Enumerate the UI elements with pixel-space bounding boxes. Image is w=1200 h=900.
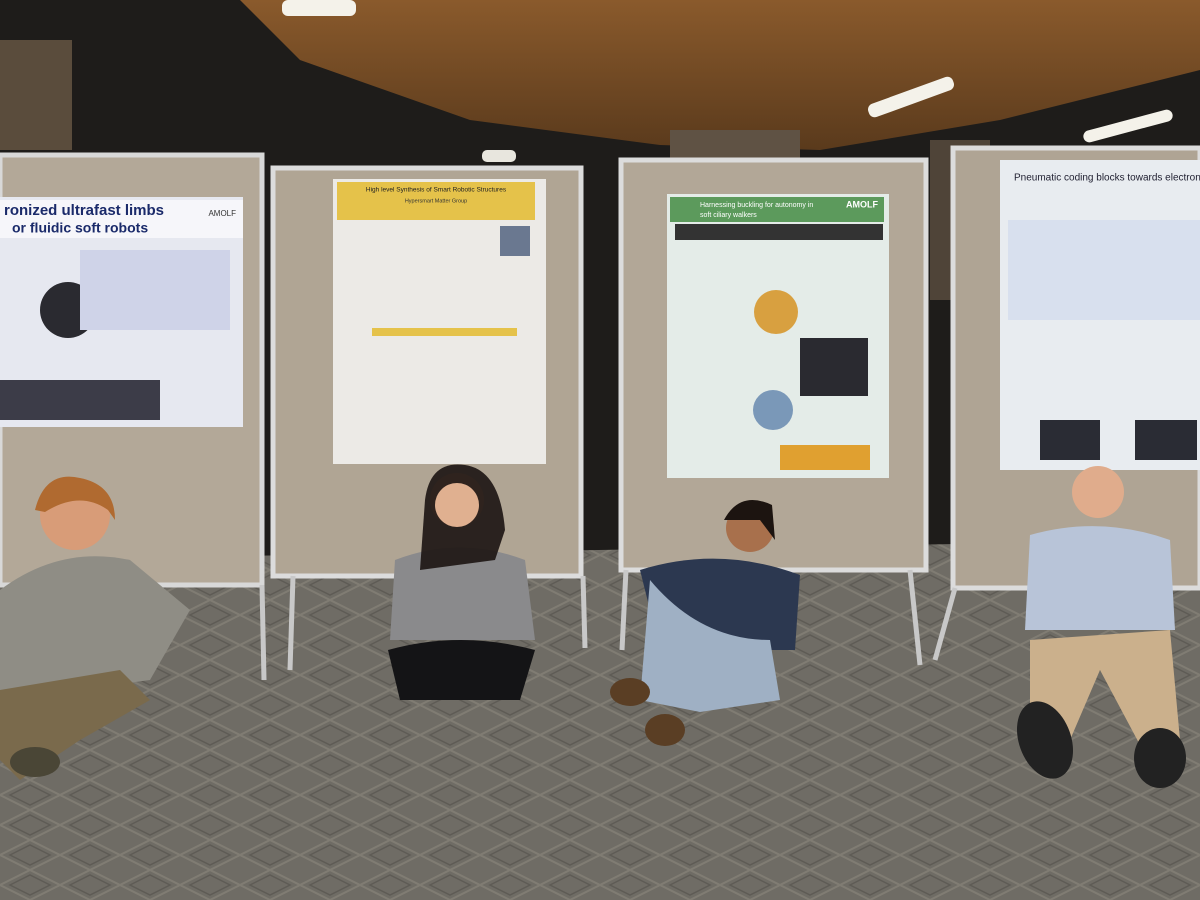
poster-figure xyxy=(1135,420,1197,460)
poster-figure xyxy=(372,328,517,336)
poster-figure xyxy=(500,226,530,256)
poster-figure xyxy=(1008,220,1200,320)
person xyxy=(1016,466,1186,788)
ceiling-light xyxy=(868,76,954,118)
ceiling-light xyxy=(1083,109,1173,143)
poster-figure xyxy=(0,380,160,420)
person xyxy=(388,464,535,700)
person xyxy=(610,500,800,746)
poster-subtitle: soft ciliary walkers xyxy=(700,212,757,219)
poster-figure xyxy=(675,224,883,240)
poster-figure xyxy=(800,338,868,396)
poster-header xyxy=(670,197,884,222)
poster-title: Harnessing buckling for autonomy in xyxy=(700,202,813,209)
poster-logo: AMOLF xyxy=(846,199,878,209)
poster xyxy=(667,194,889,478)
poster-subtitle: Hypersmart Matter Group xyxy=(405,198,467,204)
poster-figure xyxy=(753,390,793,430)
poster-figure xyxy=(754,290,798,334)
poster xyxy=(333,179,546,464)
poster-figure xyxy=(780,445,870,470)
ceiling-light xyxy=(482,150,516,162)
carpet-floor xyxy=(0,540,1200,900)
poster-subtitle: or fluidic soft robots xyxy=(12,220,148,236)
wooden-ceiling xyxy=(240,0,1200,150)
poster-title: Pneumatic coding blocks towards electron… xyxy=(1014,173,1200,184)
ceiling-light xyxy=(282,0,356,16)
poster-title: High level Synthesis of Smart Robotic St… xyxy=(366,187,507,194)
person xyxy=(0,476,190,780)
board-legs xyxy=(259,569,958,681)
poster-title: ronized ultrafast limbs xyxy=(4,202,164,219)
poster-header xyxy=(0,200,243,238)
poster-figure xyxy=(80,250,230,330)
brick-wall xyxy=(0,40,72,150)
poster-figure xyxy=(1040,420,1100,460)
poster-logo: AMOLF xyxy=(208,209,236,218)
poster-header xyxy=(337,182,535,220)
